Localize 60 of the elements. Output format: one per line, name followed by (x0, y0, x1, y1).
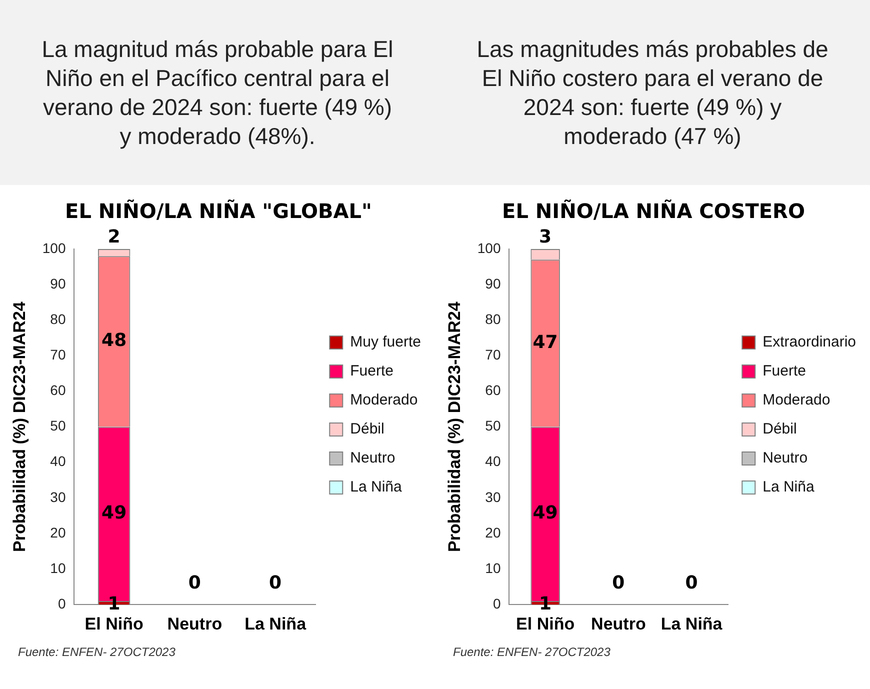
legend-label: Débil (350, 420, 384, 438)
y-tick-label: 50 (50, 418, 66, 434)
data-label: 1 (539, 593, 552, 614)
y-tick-label: 100 (42, 240, 66, 256)
chart-title: EL NIÑO/LA NIÑA COSTERO (502, 199, 805, 224)
y-tick-label: 80 (485, 310, 501, 327)
chart-subtitle: Las magnitudes más probables de El Niño costero para el verano de 2024 son: fuerte (49 %) y moderado (47 %) (435, 0, 870, 185)
data-label: 3 (539, 226, 552, 248)
y-tick-label: 10 (50, 560, 66, 576)
legend-label: Neutro (762, 450, 808, 467)
y-tick-label: 30 (485, 488, 501, 505)
legend-label: Muy fuerte (350, 334, 422, 351)
legend-label: Neutro (350, 450, 396, 467)
y-tick-label: 70 (485, 346, 501, 363)
y-tick-label: 0 (58, 595, 66, 612)
chart-title: EL NIÑO/LA NIÑA "GLOBAL" (65, 199, 372, 224)
source-note: Fuente: ENFEN- 27OCT2023 (452, 645, 612, 659)
y-tick-label: 20 (50, 524, 66, 540)
legend-label: Moderado (350, 392, 418, 409)
chart-subtitle: La magnitud más probable para El Niño en el Pacífico central para el verano de 2024 son: fuerte (49 %) y moderado (48%). (0, 0, 435, 185)
x-tick-label: El Niño (84, 614, 144, 634)
data-label: 0 (188, 572, 201, 594)
data-label: 48 (102, 330, 127, 352)
y-tick-label: 40 (50, 453, 66, 470)
legend-label: Moderado (762, 392, 830, 409)
y-tick-label: 60 (485, 382, 501, 398)
y-tick-label: 100 (477, 240, 501, 256)
data-label: 0 (612, 572, 625, 594)
y-tick-label: 30 (50, 488, 66, 505)
x-tick-label: La Niña (244, 614, 307, 634)
y-tick-label: 70 (50, 346, 66, 363)
y-axis-title: Probabilidad (%) DIC23-MAR24 (444, 301, 464, 552)
y-tick-label: 10 (485, 560, 501, 576)
legend-label: Débil (762, 420, 797, 438)
y-tick-label: 80 (50, 310, 66, 327)
y-tick-label: 0 (492, 595, 501, 612)
x-tick-label: Neutro (591, 614, 646, 634)
data-label: 49 (102, 502, 127, 524)
data-label: 49 (532, 502, 558, 524)
data-label: 0 (685, 572, 698, 594)
data-label: 0 (269, 572, 282, 594)
y-tick-label: 90 (485, 275, 501, 292)
x-tick-label: El Niño (516, 614, 575, 634)
source-note: Fuente: ENFEN- 27OCT2023 (17, 645, 176, 659)
data-label: 2 (108, 226, 120, 248)
data-label: 1 (108, 593, 120, 614)
y-tick-label: 90 (50, 275, 66, 292)
y-tick-label: 20 (485, 524, 501, 540)
legend-label: Extraordinario (762, 334, 856, 351)
legend-label: La Niña (350, 478, 402, 496)
legend-label: La Niña (762, 478, 815, 496)
y-axis-title: Probabilidad (%) DIC23-MAR24 (10, 301, 29, 552)
x-tick-label: La Niña (660, 614, 723, 634)
y-tick-label: 40 (485, 453, 501, 470)
y-tick-label: 60 (50, 382, 66, 398)
y-tick-label: 50 (485, 418, 501, 434)
data-label: 47 (532, 332, 558, 353)
x-tick-label: Neutro (167, 614, 222, 634)
legend-label: Fuerte (350, 362, 394, 380)
legend-label: Fuerte (762, 362, 806, 380)
